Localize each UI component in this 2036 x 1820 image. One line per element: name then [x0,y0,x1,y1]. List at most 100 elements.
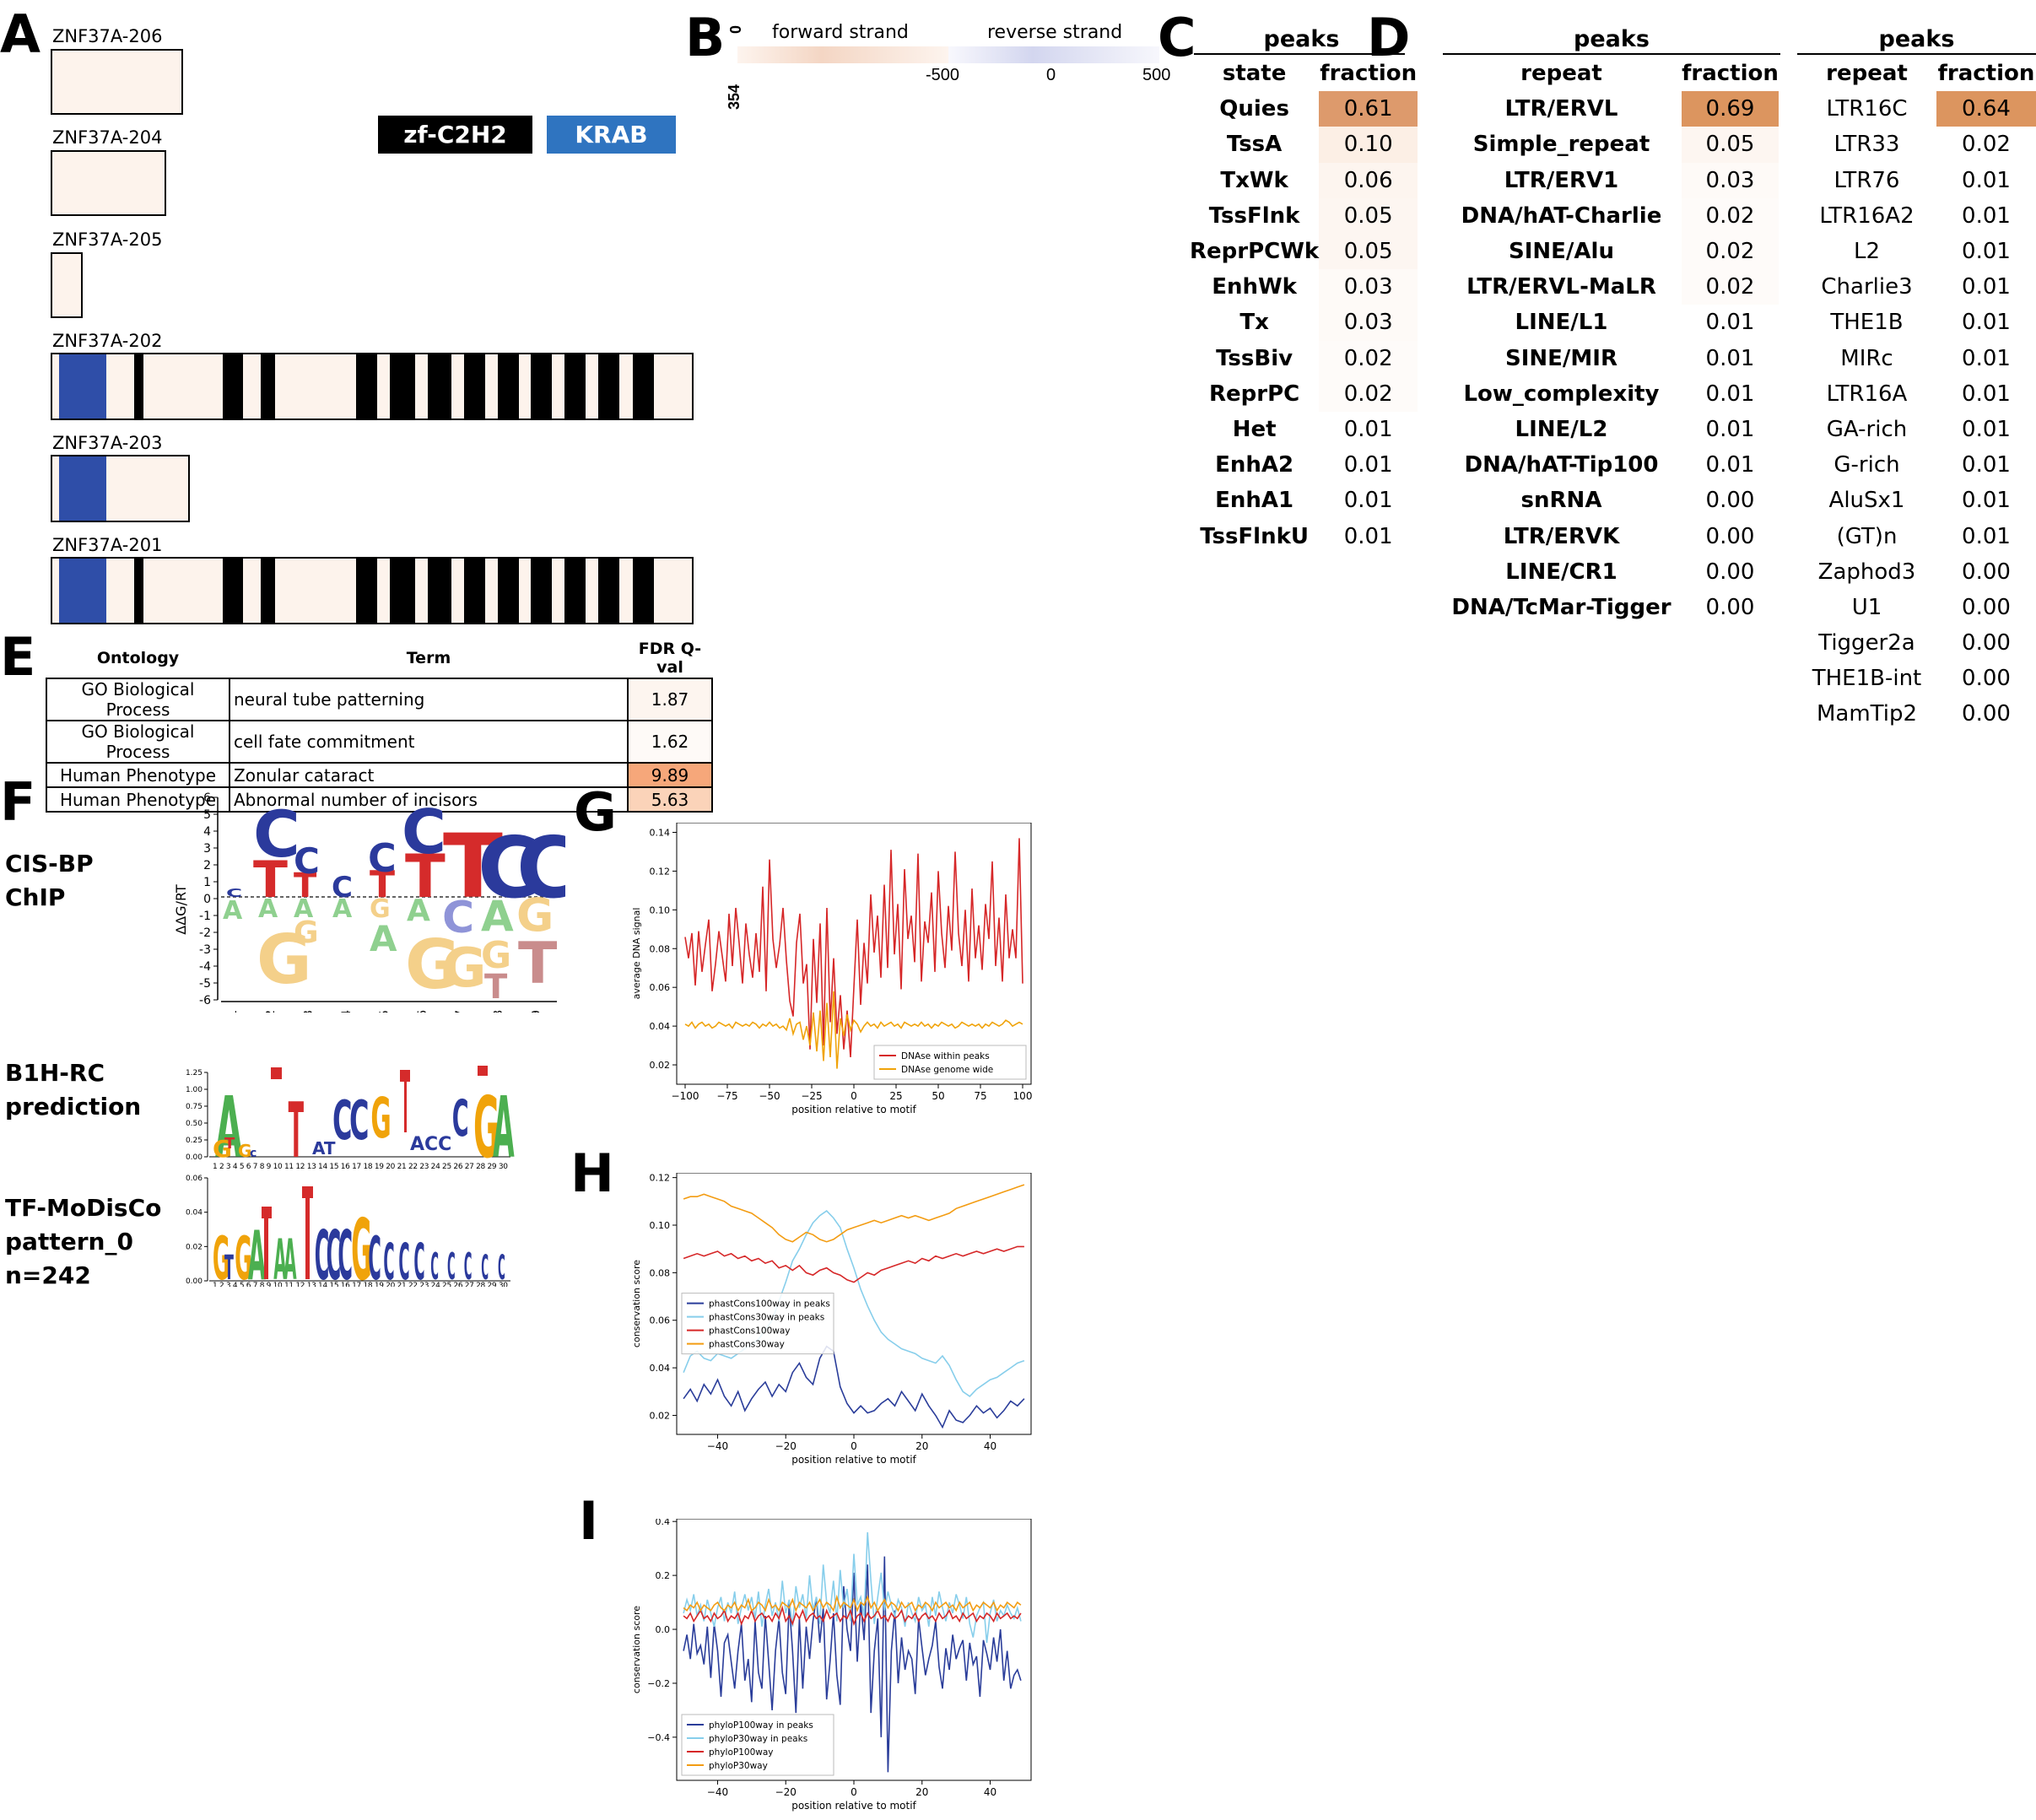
transcript-bar [51,455,190,522]
table-row: MIRc 0.01 [1797,340,2036,376]
logo-letter [305,1198,310,1279]
series-line-3 [683,1605,1022,1627]
legend-krab: KRAB [547,116,676,154]
zinc-finger [134,559,143,623]
x-tick-label: 8 [492,1010,505,1013]
series-line-4 [683,1184,1025,1243]
y-tick-label: 0.10 [650,905,671,915]
x-tick-label: −40 [707,1440,728,1452]
logo-letter: G [516,888,554,942]
table-row: G-rich 0.01 [1797,447,2036,483]
cisbp-energy-logo: 6 5 4 3 2 1 0 -1 -2 -3 -4 -5 -6 ΔΔG/RT C T C T C C T… [173,791,565,1013]
col-repeat: repeat [1826,61,1908,87]
panel-label-b: B [685,7,726,68]
y-tick-label: 0.06 [186,1175,203,1183]
row-name: SINE/Alu [1509,239,1614,265]
logo-letter: A [370,918,397,959]
y-tick-label: 0.14 [650,827,671,838]
fdr-cell: 5.63 [627,786,713,813]
logo-letter: C [294,840,320,882]
x-tick-label: −40 [707,1786,728,1798]
x-tick-label: 25 [889,1090,902,1102]
x-axis-label: position relative to motif [791,1800,916,1812]
transcript-label: ZNF37A-201 [52,535,163,555]
header-rule [1797,53,2036,55]
logo-letter: T [253,851,288,910]
row-name: MamTip2 [1816,701,1918,727]
logo-letter: C [516,818,565,917]
col-fraction: fraction [1320,61,1418,87]
logo-letter: G [257,921,312,999]
y-tick-label: −0.2 [647,1678,670,1689]
table-row: Tigger2a 0.00 [1797,625,2036,662]
x-tick-label: 0 [851,1440,857,1452]
logo-letter: T [405,842,446,911]
transcript-bar [51,353,694,420]
row-name: Low_complexity [1463,381,1660,407]
table-row: Human Phenotype Abnormal number of inciso… [46,786,713,813]
y-tick-label: 4 [203,825,211,839]
x-tick-label: 2 [264,1010,278,1013]
label-line: B1H-RC [5,1059,105,1087]
logo-letter: C [398,1234,409,1287]
logo-letter: A [215,1080,243,1171]
logo-letter: C [464,1245,473,1287]
term-cell: neural tube patterning [229,678,629,721]
x-tick-label: 40 [984,1786,996,1798]
row-name: Simple_repeat [1472,132,1650,158]
logo-letter: C [327,1216,342,1287]
krab-domain [59,354,106,419]
table-row: LTR76 0.01 [1797,162,2036,198]
y-tick-label: -1 [199,910,211,923]
y-tick-label: 0.50 [186,1120,203,1128]
y-tick-label: 0.12 [650,1173,671,1184]
table-row: EnhWk 0.03 [1190,269,1418,305]
zinc-finger [428,559,451,623]
zinc-finger [390,559,415,623]
row-name: (GT)n [1836,523,1898,549]
b1h-position-ticks: 1 2 3 4 5 6 7 8 9 10 11 12 13 14 15 16 1… [213,1163,508,1171]
zinc-finger [531,354,552,419]
logo-letter: G [370,894,391,924]
row-name: DNA/TcMar-Tigger [1451,594,1671,620]
peaks-header: peaks [1878,26,1955,52]
table-row: LTR16A 0.01 [1797,375,2036,412]
row-name: LTR16A2 [1819,203,1914,229]
y-tick-label: 1.25 [186,1069,203,1077]
table-row: LTR/ERV1 0.03 [1441,162,1779,198]
legend-label: DNAse within peaks [901,1051,990,1061]
col-repeat: repeat [1520,61,1602,87]
logo-letter: C [430,1245,439,1287]
series-line-3 [683,1245,1024,1283]
logo-letter: A [332,894,353,924]
logo-letter: AT [312,1138,336,1158]
cisbp-label: CIS-BP ChIP [5,847,94,915]
row-fraction: 0.01 [1319,447,1418,483]
x-tick-label: −75 [716,1090,737,1102]
series-line-2 [683,1531,1022,1644]
y-tick-label: -5 [199,977,211,991]
row-fraction: 0.01 [1936,197,2036,234]
table-row: LTR/ERVK 0.00 [1441,518,1779,554]
zinc-finger [531,559,552,623]
logo-letter: A [248,1218,266,1287]
y-tick-label: 0.2 [656,1570,671,1581]
legend-label: phastCons100way in peaks [709,1299,830,1310]
row-name: snRNA [1520,488,1602,514]
ontology-cell: GO Biological Process [46,720,230,764]
term-cell: cell fate commitment [229,720,629,764]
row-fraction: 0.02 [1319,340,1418,376]
modisco-label: TF-MoDisCo pattern_0 n=242 [5,1191,161,1293]
row-fraction: 0.00 [1936,554,2036,590]
row-fraction: 0.00 [1682,518,1779,554]
logo-letter: T [484,968,508,1007]
table-row: LTR16A2 0.01 [1797,197,2036,234]
row-name: Het [1232,416,1277,442]
table-row: AluSx1 0.01 [1797,483,2036,519]
row-name: U1 [1851,594,1882,620]
table-row: DNA/TcMar-Tigger 0.00 [1441,589,1779,625]
chromatin-state-table: state fraction Quies 0.61 TssA 0.10 TxWk 0.06… [1190,56,1418,554]
row-name: LINE/CR1 [1505,559,1617,585]
logo-letter [302,1186,313,1198]
row-fraction: 0.01 [1682,340,1779,376]
